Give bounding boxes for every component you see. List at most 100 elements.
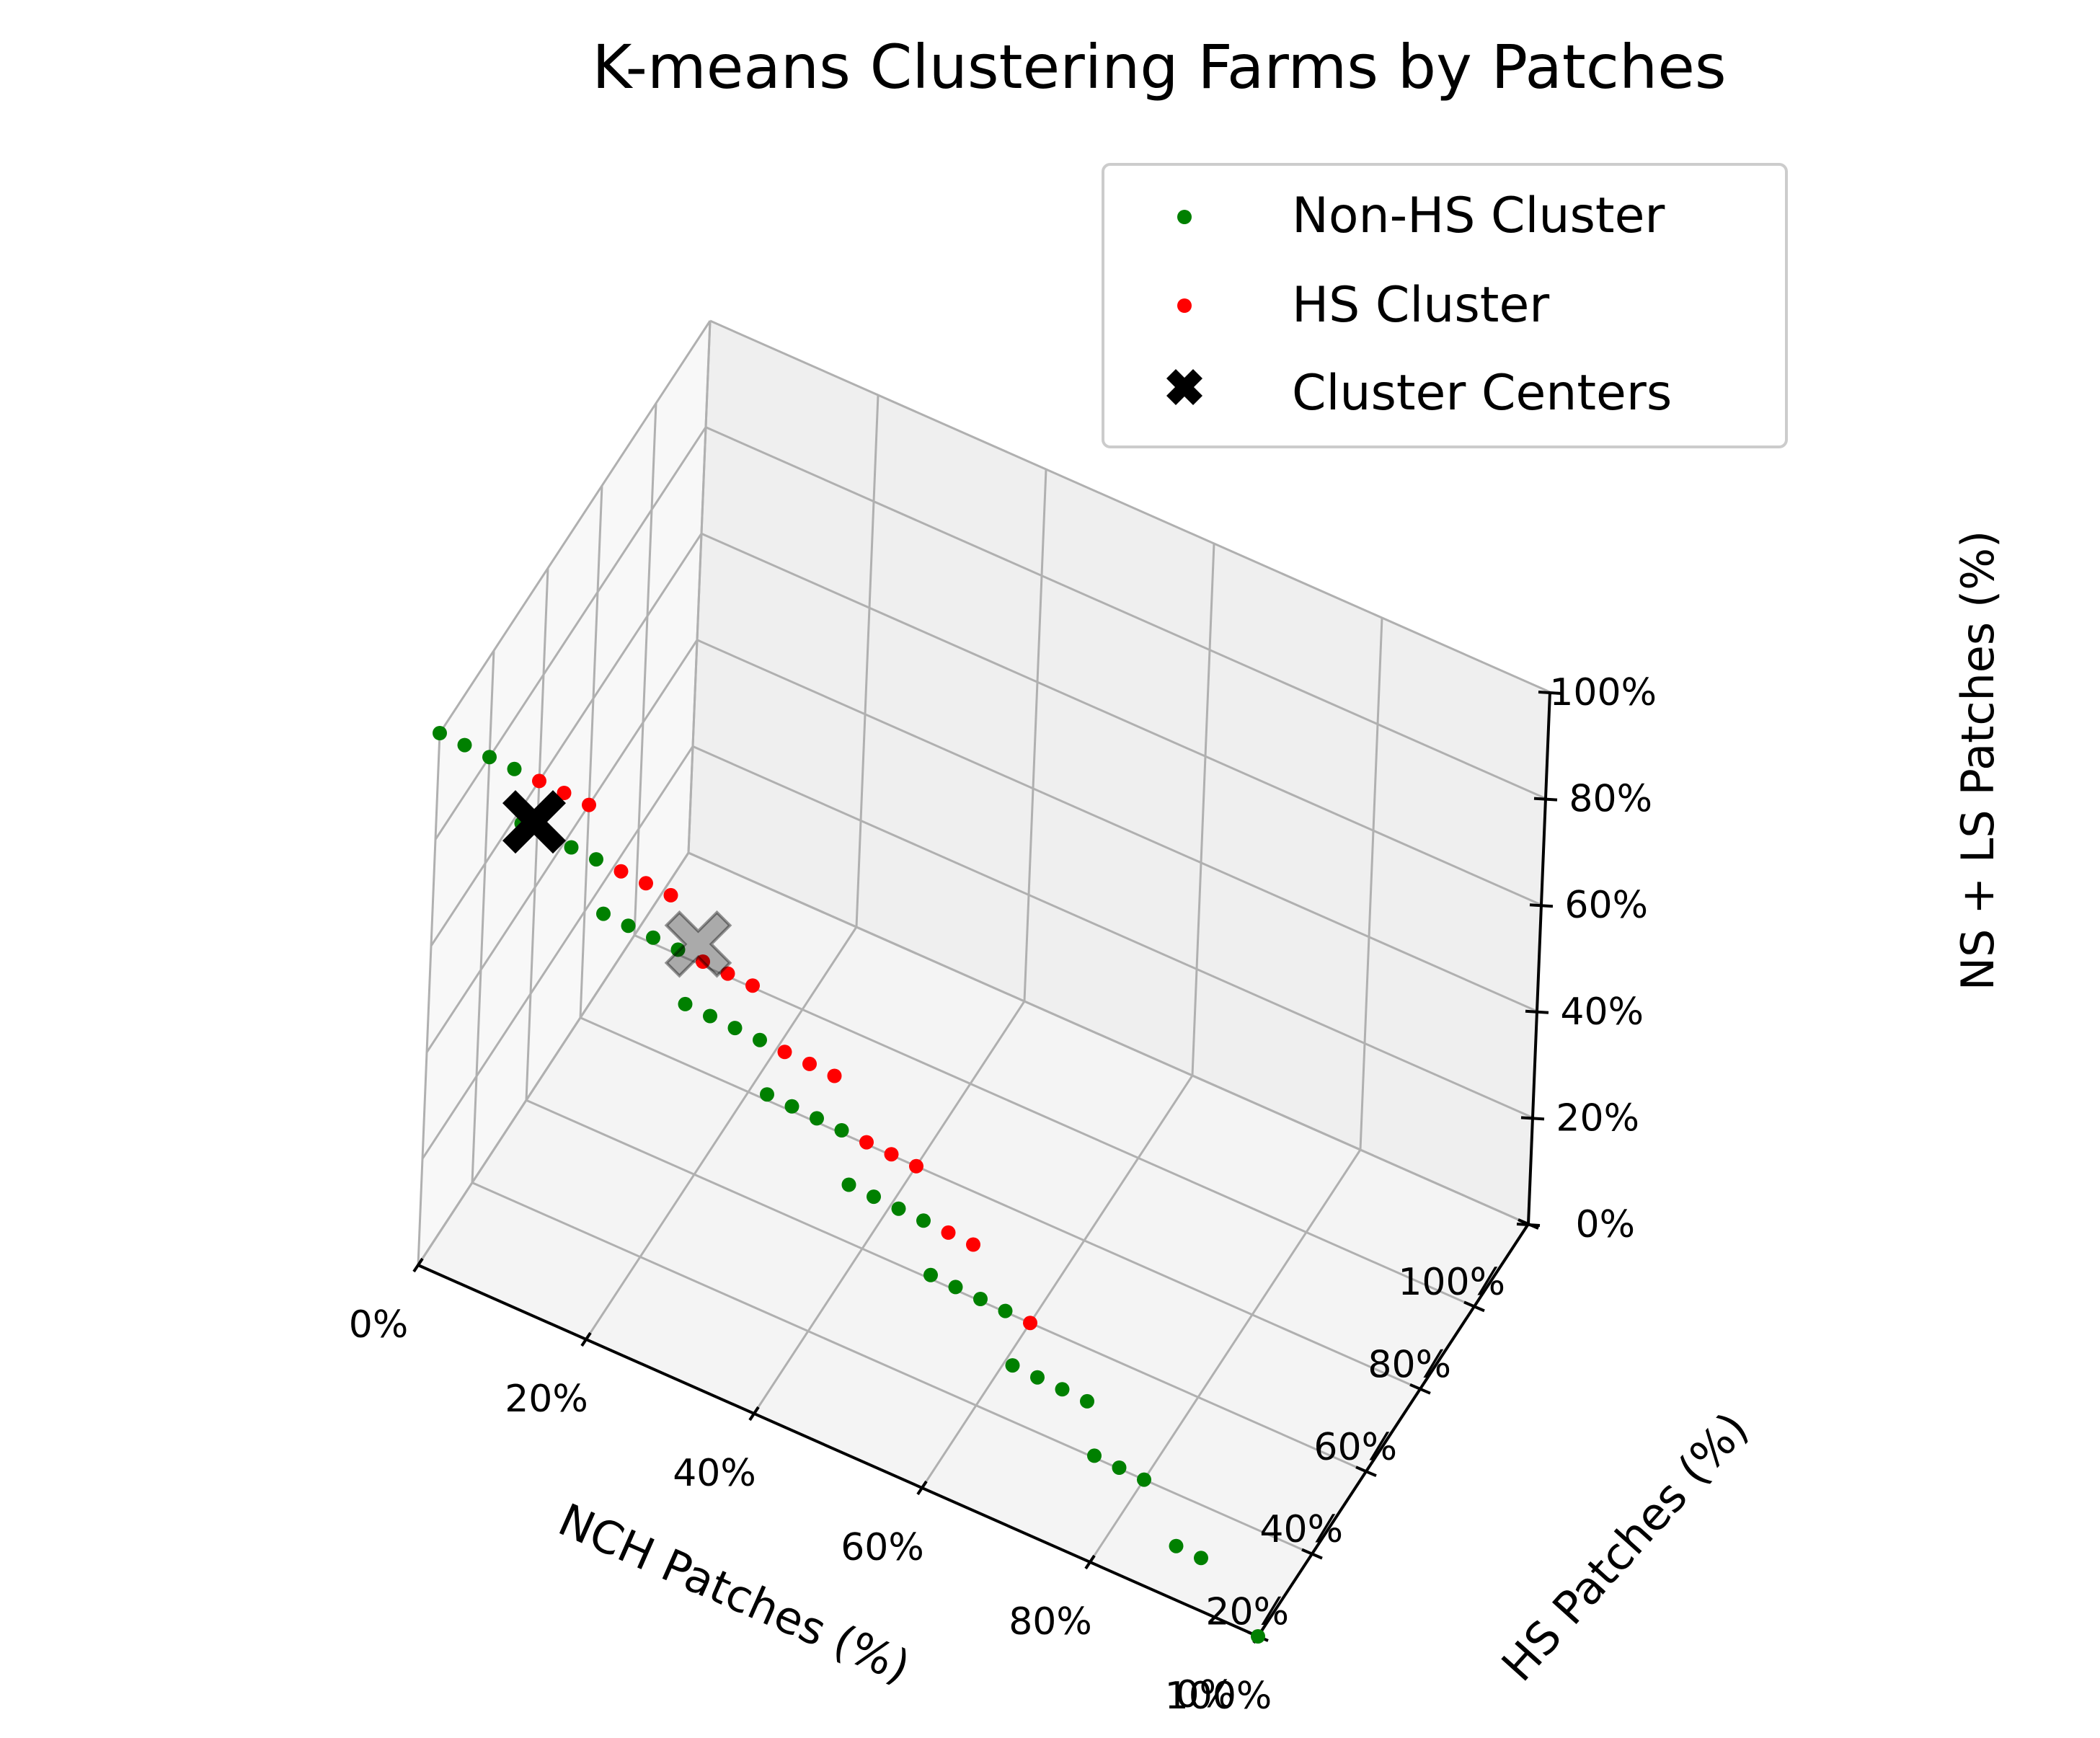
non-hs-point (433, 726, 447, 740)
grid-line-z-back (709, 319, 1551, 693)
hs-point (613, 864, 629, 879)
hs-point (966, 1237, 980, 1252)
hs-point (827, 1068, 842, 1083)
grid-line-y-floor (634, 934, 1475, 1308)
hs-point (884, 1147, 899, 1162)
cluster-center-shape (664, 910, 732, 978)
non-hs-point (1194, 1551, 1208, 1566)
cluster-center-shape (502, 790, 566, 854)
legend-label-hs: HS Cluster (1292, 277, 1549, 334)
non-hs-point (621, 918, 636, 934)
grid-line-x-floor (921, 1075, 1194, 1489)
non-hs-point (841, 1177, 856, 1192)
non-hs-point (891, 1201, 906, 1216)
grid-line-z-left (430, 533, 703, 947)
x-tick-label: 40% (673, 1452, 756, 1495)
y-tick-label: 0% (1176, 1673, 1236, 1716)
grid-line-y-wall (579, 485, 603, 1018)
hs-point (777, 1045, 792, 1060)
non-hs-point (646, 930, 660, 945)
grid-line-y-wall (471, 650, 495, 1183)
hs-point (720, 966, 735, 981)
x-tick (1084, 1554, 1096, 1570)
x-tick (580, 1331, 592, 1347)
grid-line-y-floor (471, 1181, 1313, 1555)
grid-line-x-wall (1191, 543, 1215, 1076)
non-hs-point (1030, 1370, 1045, 1385)
cluster-center-marker (502, 790, 566, 854)
x-tick-label: 100% (1165, 1675, 1272, 1718)
non-hs-point (1169, 1538, 1184, 1553)
x-tick-label: 80% (1009, 1600, 1092, 1644)
z-tick-label: 80% (1569, 778, 1652, 821)
hs-point (859, 1135, 874, 1150)
data-points (433, 726, 1265, 1644)
grid-line-y-floor (688, 851, 1529, 1225)
legend-label-centers: Cluster Centers (1292, 365, 1672, 422)
grid-line-x-wall (1023, 469, 1047, 1002)
grid-line-x-wall (855, 394, 880, 928)
hs-point (532, 773, 546, 789)
non-hs-point (1005, 1358, 1020, 1373)
y-tick-label: 80% (1368, 1343, 1451, 1386)
non-hs-point (916, 1213, 931, 1228)
z-tick (1525, 1009, 1549, 1014)
x-tick (748, 1406, 760, 1422)
grid-line-y-wall (687, 320, 712, 854)
non-hs-point (923, 1267, 938, 1282)
non-hs-point (973, 1292, 988, 1306)
non-hs-point (753, 1032, 767, 1047)
legend-marker-hs (1177, 298, 1192, 313)
legend-frame (1102, 163, 1788, 448)
non-hs-point (1055, 1382, 1070, 1397)
non-hs-point (760, 1087, 774, 1102)
non-hs-point (948, 1280, 963, 1295)
y-tick-label: 60% (1313, 1426, 1397, 1469)
legend: Non-HS Cluster HS Cluster Cluster Center… (1102, 163, 1788, 448)
z-tick-label: 40% (1560, 990, 1644, 1034)
y-tick (1409, 1383, 1431, 1395)
x-axis-label: NCH Patches (%) (551, 1493, 918, 1693)
non-hs-point (670, 942, 686, 957)
grid-line-z-back (696, 639, 1538, 1013)
non-hs-point (810, 1111, 824, 1126)
non-hs-point (784, 1099, 799, 1114)
z-tick (1520, 1116, 1545, 1121)
grid-line-y-wall (633, 403, 657, 936)
tick-labels: 0% 0% 0% 20% 20% 20% 40% 40% 40% 60% 60% 60% 80% 80% 8… (349, 671, 1657, 1718)
y-tick-label: 40% (1259, 1508, 1343, 1551)
grid-line-x-wall (1359, 617, 1383, 1150)
y-tick (1518, 1218, 1539, 1230)
y-axis-line (1257, 1223, 1530, 1638)
hs-point (639, 876, 653, 891)
z-tick-label: 0% (1576, 1203, 1636, 1246)
grid-line-z-left (417, 852, 690, 1266)
non-hs-point (457, 737, 472, 753)
y-axis-label: HS Patches (%) (1492, 1402, 1759, 1691)
x-tick-label: 60% (841, 1526, 924, 1569)
hs-point (909, 1158, 923, 1174)
x-tick-label: 20% (505, 1378, 588, 1421)
grid-line-y-floor (580, 1016, 1421, 1391)
non-hs-point (867, 1189, 881, 1205)
z-tick-label: 100% (1549, 671, 1657, 714)
non-hs-point (727, 1021, 743, 1036)
y-tick-label: 20% (1205, 1591, 1289, 1634)
y-tick-label: 100% (1398, 1261, 1505, 1304)
y-tick (1301, 1548, 1323, 1560)
z-tick (1529, 903, 1554, 908)
hs-point (582, 797, 596, 812)
non-hs-point (564, 840, 579, 855)
hs-point (1023, 1316, 1037, 1331)
y-tick (1463, 1300, 1485, 1313)
non-hs-point (834, 1123, 849, 1138)
x-tick-label: 0% (349, 1303, 409, 1347)
grid-line-z-left (425, 639, 699, 1053)
non-hs-point (589, 852, 603, 867)
non-hs-point (678, 996, 693, 1011)
non-hs-point (507, 761, 522, 776)
non-hs-point (596, 906, 611, 921)
z-axis-label: NS + LS Patches (%) (1951, 531, 2004, 990)
